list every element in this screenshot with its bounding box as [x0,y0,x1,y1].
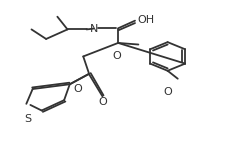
Text: N: N [90,24,99,34]
Text: S: S [25,114,32,124]
Text: O: O [98,97,107,107]
Text: OH: OH [138,15,155,25]
Text: O: O [163,87,172,97]
Text: O: O [73,84,82,94]
Text: O: O [113,51,121,61]
